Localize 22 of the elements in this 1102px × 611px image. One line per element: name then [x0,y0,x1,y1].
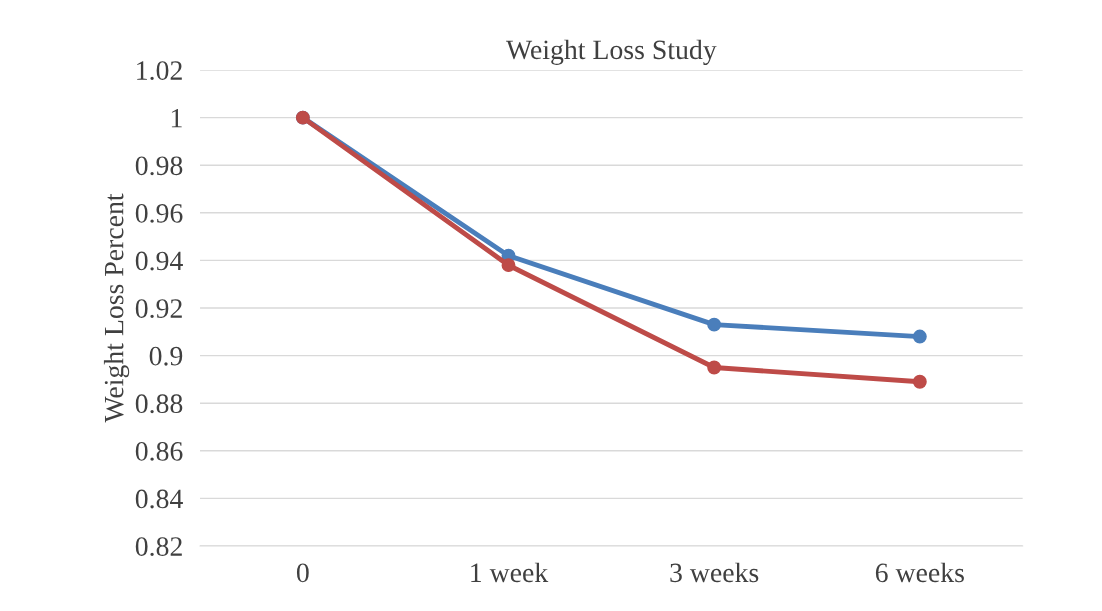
y-tick-label: 0.98 [135,156,183,176]
y-tick-label: 0.96 [135,203,183,223]
y-tick-label: 0.84 [135,489,183,509]
point [501,258,516,273]
x-tick-label: 3 weeks [670,562,759,583]
x-tick-label: 1 week [471,562,549,583]
chart-title: Weight Loss Study [505,39,717,65]
y-tick-label: 0.9 [149,346,183,366]
point [707,317,722,332]
y-tick-label: 0.92 [135,299,182,319]
point [912,374,927,389]
x-tick-label: 0 [296,563,309,583]
x-tick-label: 6 weeks [875,562,964,583]
y-tick-label: 0.88 [135,394,183,414]
point [707,360,722,375]
y-tick-label: 0.94 [135,251,183,271]
y-tick-label: 1.02 [137,61,182,81]
y-tick-label: 0.82 [135,537,182,557]
y-tick-label: 1 [171,108,182,128]
point [912,329,927,344]
y-axis-title: Weight Loss Percent [103,193,130,423]
y-tick-label: 0.86 [135,441,183,461]
